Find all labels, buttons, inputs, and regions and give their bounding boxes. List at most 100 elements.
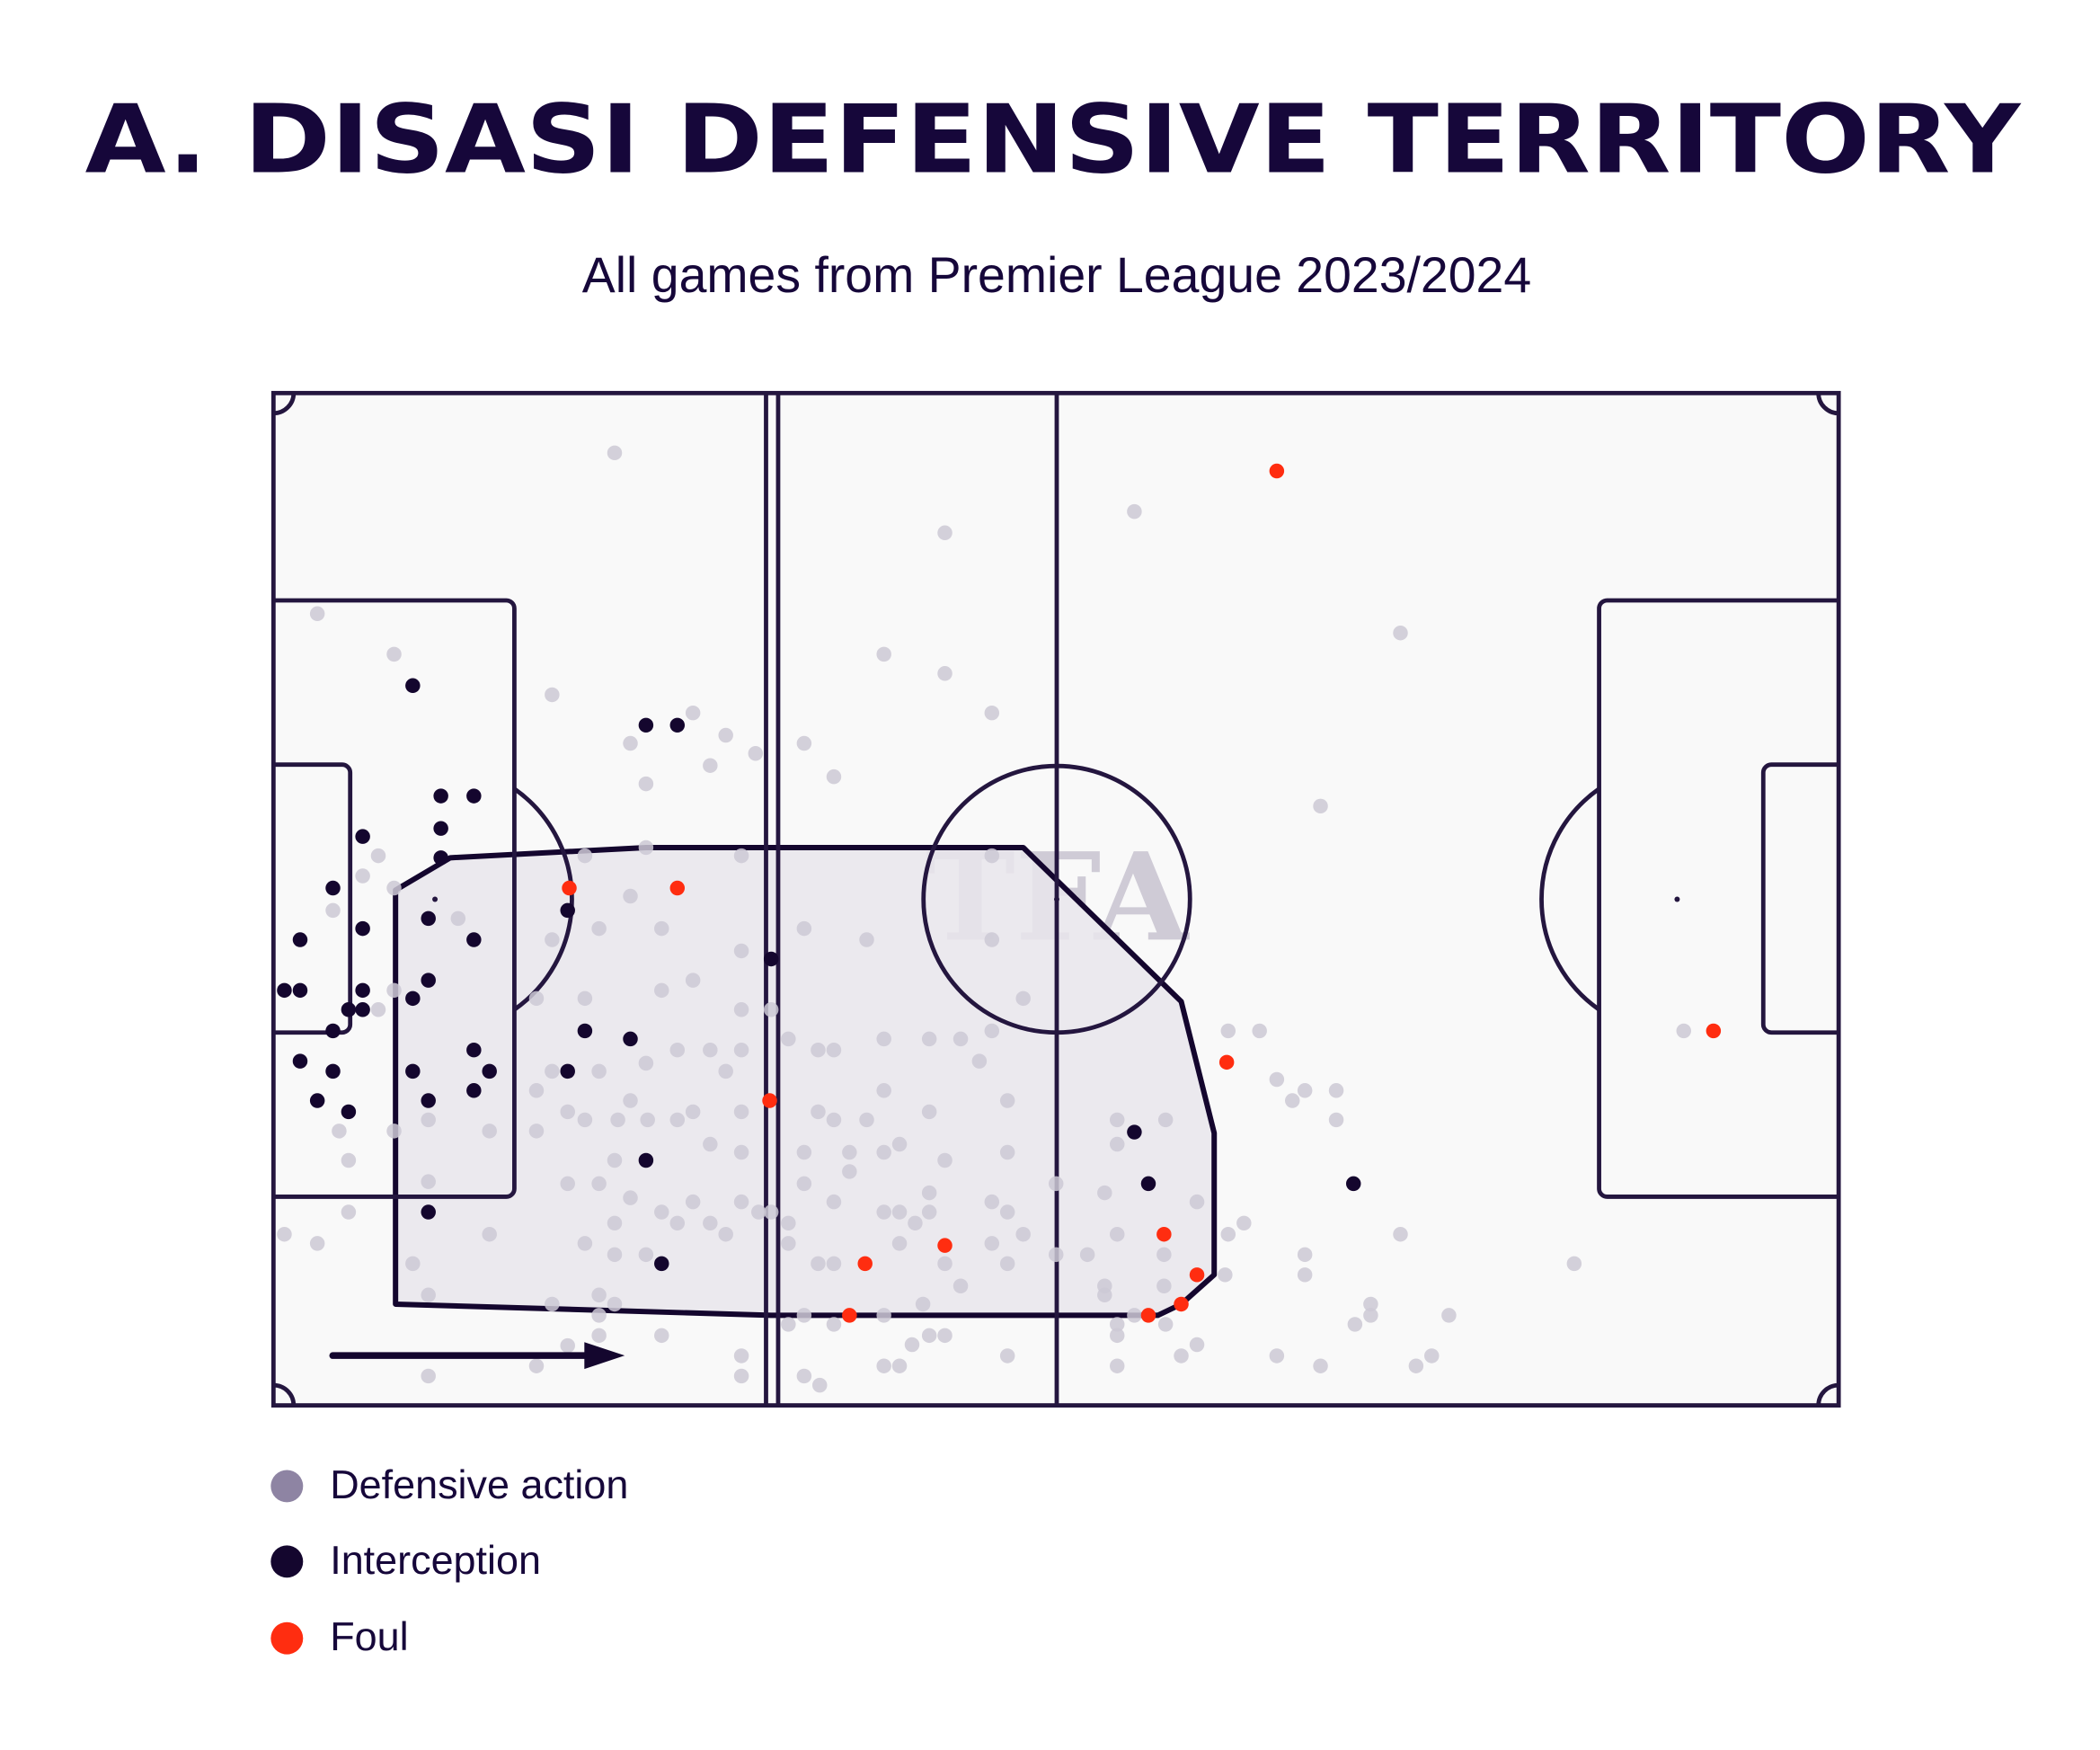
interception-point — [325, 880, 341, 896]
defensive-action-point — [332, 1124, 347, 1139]
defensive-action-point — [545, 1063, 560, 1079]
defensive-action-point — [1424, 1348, 1440, 1364]
defensive-action-point — [826, 768, 842, 785]
defensive-action-point — [654, 1204, 669, 1220]
defensive-action-point — [1097, 1287, 1112, 1303]
defensive-action-point — [421, 1174, 436, 1189]
defensive-action-point — [733, 1002, 749, 1017]
defensive-action-point — [733, 1194, 749, 1210]
defensive-action-point — [1156, 1247, 1172, 1263]
defensive-action-point — [309, 606, 325, 622]
defensive-action-point — [921, 1031, 937, 1047]
interception-point — [763, 951, 779, 967]
defensive-action-point — [937, 1328, 953, 1344]
defensive-action-point — [703, 758, 718, 773]
defensive-action-point — [796, 1144, 812, 1160]
legend-marker-foul — [270, 1621, 304, 1655]
interception-point — [292, 982, 308, 999]
defensive-action-point — [859, 1112, 874, 1128]
interception-point — [433, 788, 448, 804]
defensive-action-point — [591, 920, 607, 937]
defensive-action-point — [623, 735, 638, 751]
defensive-action-point — [876, 1144, 891, 1160]
defensive-action-point — [1189, 1194, 1205, 1210]
defensive-action-point — [545, 932, 560, 947]
defensive-action-point — [560, 1104, 575, 1120]
defensive-action-point — [984, 932, 1000, 947]
defensive-action-point — [577, 1236, 593, 1251]
defensive-action-point — [781, 1031, 796, 1047]
defensive-action-point — [1015, 1226, 1031, 1242]
interception-point — [577, 1023, 593, 1039]
defensive-action-point — [876, 1083, 891, 1098]
defensive-action-point — [733, 848, 749, 864]
interception-point — [638, 717, 654, 733]
defensive-action-point — [1269, 1071, 1285, 1088]
defensive-action-point — [937, 525, 953, 541]
interception-point — [466, 1042, 482, 1058]
interception-point — [1345, 1176, 1361, 1192]
interception-point — [292, 1053, 308, 1069]
interception-point — [421, 911, 436, 927]
interception-point — [405, 678, 421, 694]
interception-point — [325, 1023, 341, 1039]
defensive-action-point — [999, 1093, 1015, 1108]
defensive-action-point — [1328, 1083, 1344, 1098]
defensive-action-point — [953, 1278, 969, 1293]
defensive-action-point — [386, 646, 402, 662]
defensive-action-point — [891, 1136, 908, 1152]
interception-point — [405, 990, 421, 1007]
defensive-action-point — [277, 1226, 292, 1242]
defensive-action-point — [718, 1226, 733, 1242]
defensive-action-point — [528, 1124, 545, 1139]
interception-point — [355, 982, 370, 999]
foul-point — [857, 1256, 873, 1272]
defensive-action-point — [733, 1368, 749, 1384]
defensive-action-point — [984, 1023, 1000, 1039]
defensive-action-point — [842, 1164, 857, 1179]
legend-item-defensive-action: Defensive action — [270, 1461, 628, 1507]
chart-subtitle: All games from Premier League 2023/2024 — [582, 247, 1531, 303]
defensive-action-point — [1252, 1023, 1267, 1039]
defensive-action-point — [826, 1317, 842, 1332]
defensive-action-point — [915, 1296, 931, 1312]
foul-point — [1174, 1296, 1189, 1312]
defensive-action-point — [876, 1204, 891, 1220]
defensive-action-point — [751, 1204, 766, 1220]
interception-point — [325, 1063, 341, 1079]
pitch: TFA — [270, 390, 1841, 1408]
foul-point — [842, 1308, 857, 1323]
defensive-action-point — [1393, 625, 1408, 641]
defensive-action-point — [1313, 1358, 1328, 1373]
defensive-action-point — [796, 1176, 812, 1192]
defensive-action-point — [733, 1042, 749, 1058]
defensive-action-point — [781, 1215, 796, 1231]
defensive-action-point — [953, 1031, 969, 1047]
defensive-action-point — [1220, 1226, 1236, 1242]
defensive-action-point — [1236, 1215, 1252, 1231]
defensive-action-point — [610, 1112, 625, 1128]
defensive-action-point — [811, 1042, 826, 1058]
defensive-action-point — [781, 1317, 796, 1332]
defensive-action-point — [1269, 1348, 1285, 1364]
defensive-action-point — [1297, 1083, 1313, 1098]
foul-point — [562, 880, 577, 896]
defensive-action-point — [796, 1308, 812, 1323]
defensive-action-point — [703, 1215, 718, 1231]
defensive-action-point — [685, 1194, 701, 1210]
legend-item-interception: Interception — [270, 1537, 541, 1583]
defensive-action-point — [1284, 1093, 1300, 1108]
legend-item-foul: Foul — [270, 1613, 409, 1659]
interception-point — [482, 1063, 497, 1079]
defensive-action-point — [718, 727, 733, 743]
defensive-action-point — [528, 1083, 545, 1098]
defensive-action-point — [1297, 1247, 1313, 1263]
defensive-action-point — [560, 1337, 575, 1354]
defensive-action-point — [640, 1112, 655, 1128]
defensive-action-point — [421, 1112, 436, 1128]
defensive-action-point — [733, 1104, 749, 1120]
foul-point — [1140, 1308, 1156, 1323]
chart-title: A. DISASI DEFENSIVE TERRITORY — [85, 85, 2022, 195]
defensive-action-point — [921, 1104, 937, 1120]
